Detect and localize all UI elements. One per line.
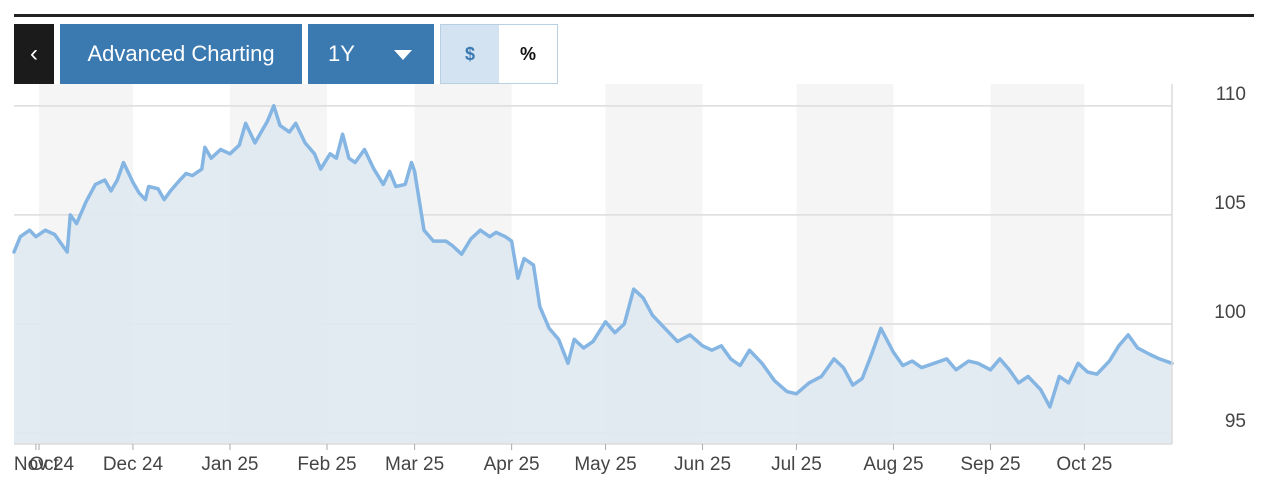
price-line [12, 104, 1174, 409]
x-tick-label: Apr 25 [484, 454, 540, 475]
y-tick-label: 110 [1216, 84, 1246, 105]
value-mode-toggle: $ % [440, 24, 558, 84]
x-tick-label: Nov 24 [14, 454, 75, 475]
chevron-down-icon [394, 50, 412, 60]
x-tick-label: Jan 25 [201, 454, 258, 475]
back-button[interactable]: ‹ [14, 24, 54, 84]
x-tick-label: Dec 24 [103, 454, 164, 475]
y-tick-label: 95 [1225, 411, 1246, 432]
top-divider [14, 14, 1254, 17]
x-tick-label: Feb 25 [297, 454, 356, 475]
x-tick-label: Sep 25 [960, 454, 1020, 475]
period-label: 1Y [328, 41, 355, 66]
dollar-mode-button[interactable]: $ [441, 25, 499, 83]
x-tick-label: Oct [29, 454, 59, 475]
x-tick-label: Mar 25 [385, 454, 444, 475]
percent-mode-button[interactable]: % [499, 25, 557, 83]
chevron-left-icon: ‹ [30, 40, 38, 67]
price-area [14, 105, 1172, 445]
period-dropdown[interactable]: 1Y [308, 24, 434, 84]
advanced-charting-label: Advanced Charting [87, 41, 275, 66]
x-tick-label: Oct 25 [1056, 454, 1112, 475]
x-tick-label: Jun 25 [674, 454, 731, 475]
advanced-charting-button[interactable]: Advanced Charting [60, 24, 302, 84]
x-tick-label: Jul 25 [771, 454, 822, 475]
y-tick-label: 100 [1214, 302, 1246, 323]
x-tick-label: Aug 25 [863, 454, 923, 475]
y-tick-label: 105 [1214, 193, 1246, 214]
x-tick-label: May 25 [574, 454, 636, 475]
